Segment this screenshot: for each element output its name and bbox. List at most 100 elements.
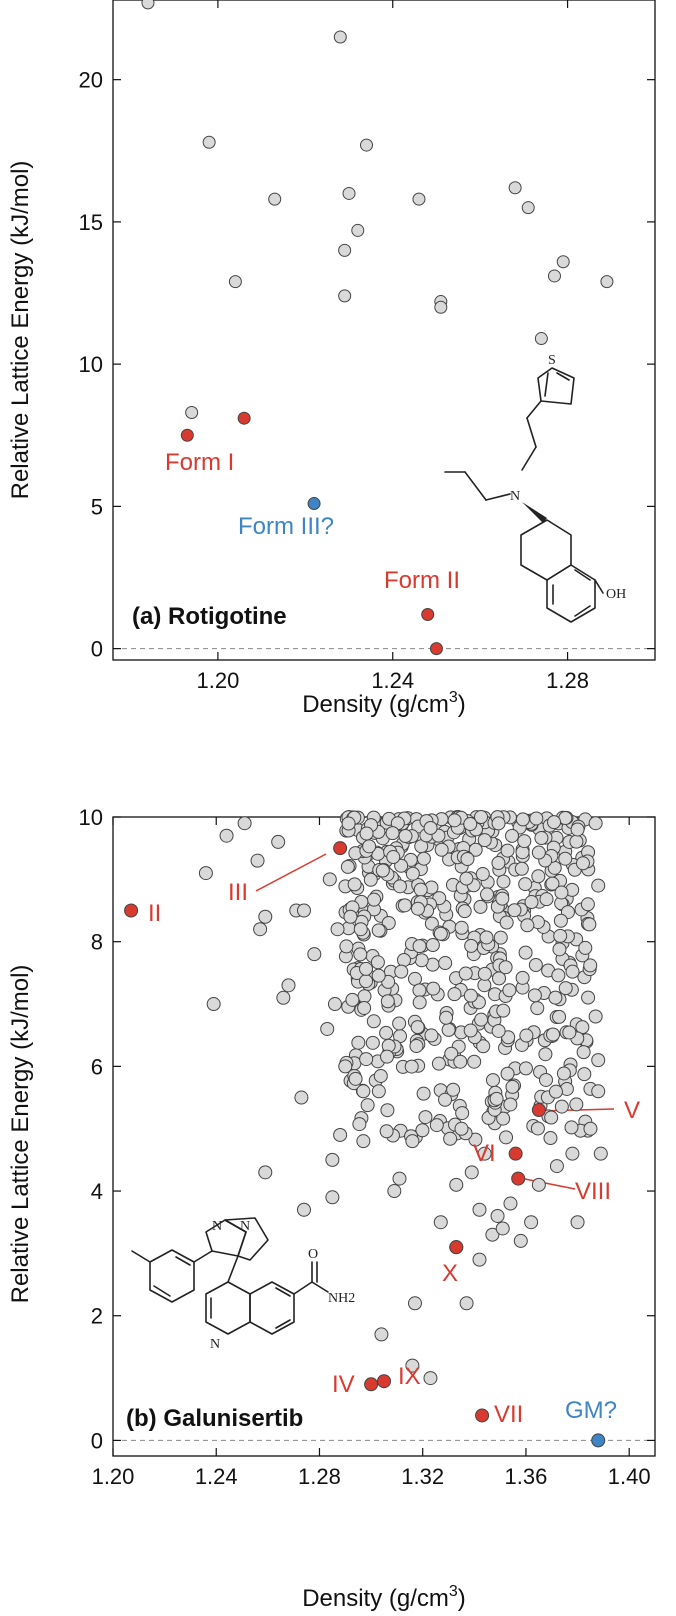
structure-point <box>339 939 354 954</box>
structure-point <box>472 1202 487 1217</box>
structure-point <box>237 816 252 831</box>
structure-point <box>472 1252 487 1267</box>
annotation-vii: VII <box>494 1401 523 1428</box>
y-tick-label: 2 <box>91 1304 103 1329</box>
annotation-iv: IV <box>332 1371 355 1398</box>
structure-point <box>524 895 539 910</box>
structure-point <box>575 856 590 871</box>
structure-point <box>551 968 566 983</box>
structure-point <box>490 1208 505 1223</box>
x-tick-label: 1.20 <box>196 668 239 693</box>
structure-point <box>530 1001 545 1016</box>
structure-point <box>495 1221 510 1236</box>
structure-point <box>357 989 372 1004</box>
bond <box>275 1319 291 1329</box>
structure-point <box>358 974 373 989</box>
annotation-form-i: Form I <box>165 449 234 476</box>
x-tick-label: 1.36 <box>505 1464 548 1489</box>
x-axis-title-close: ) <box>458 1585 466 1612</box>
structure-point <box>591 878 606 893</box>
structure-point <box>447 813 462 828</box>
bond <box>556 372 570 381</box>
structure-point <box>476 1039 491 1054</box>
structure-point <box>342 186 356 200</box>
structure-point <box>380 1049 395 1064</box>
annotation-v: V <box>624 1097 640 1124</box>
structure-point <box>333 1127 348 1142</box>
x-axis-title: Density (g/cm3) <box>302 1583 466 1612</box>
structure-point <box>386 850 401 865</box>
structure-point <box>546 1027 561 1042</box>
structure-point <box>577 1067 592 1082</box>
structure-point <box>556 255 570 269</box>
structure-point <box>565 964 580 979</box>
experimental-form-point <box>449 1240 464 1255</box>
x-tick-label: 1.24 <box>371 668 414 693</box>
structure-point <box>416 1086 431 1101</box>
structure-point <box>441 1022 456 1037</box>
y-tick-label: 4 <box>91 1179 103 1204</box>
structure-point <box>468 842 483 857</box>
structure-point <box>565 1146 580 1161</box>
structure-point <box>552 942 567 957</box>
structure-point <box>496 874 511 889</box>
structure-point <box>360 1098 375 1113</box>
structure-point <box>359 961 374 976</box>
experimental-form-point <box>508 1146 523 1161</box>
structure-point <box>458 966 473 981</box>
galunisertib-structure: N N N O NH2 <box>131 1217 355 1352</box>
structure-point <box>351 223 365 237</box>
amine-label: NH2 <box>328 1291 355 1306</box>
structure-point <box>338 289 352 303</box>
structure-point <box>459 871 474 886</box>
structure-point <box>206 997 221 1012</box>
structure-point <box>379 1124 394 1139</box>
structure-point <box>527 988 542 1003</box>
bond <box>311 1281 329 1293</box>
structure-point <box>591 1053 606 1068</box>
structure-point <box>524 1215 539 1230</box>
bond <box>544 372 549 397</box>
structure-point <box>379 1025 394 1040</box>
structure-point <box>569 834 584 849</box>
annotation-viii: VIII <box>575 1178 611 1205</box>
structure-point <box>493 930 508 945</box>
structure-point <box>518 945 533 960</box>
annotation-x: X <box>442 1260 458 1287</box>
bond <box>153 1285 171 1297</box>
structure-point <box>415 1123 430 1138</box>
bond <box>293 1281 313 1295</box>
structure-point <box>397 898 412 913</box>
y-tick-label: 0 <box>91 1428 103 1453</box>
structure-point <box>485 1073 500 1088</box>
pyridine-ring <box>149 1249 195 1303</box>
structure-point <box>271 834 286 849</box>
structure-point <box>477 1146 492 1161</box>
structure-point <box>498 960 513 975</box>
y-tick-label: 6 <box>91 1054 103 1079</box>
structure-point <box>357 1000 372 1015</box>
structure-point <box>517 834 532 849</box>
structure-point <box>583 958 598 973</box>
structure-point <box>228 275 242 289</box>
structure-point <box>534 831 549 846</box>
structure-point <box>396 952 411 967</box>
structure-point <box>356 1134 371 1149</box>
structure-point <box>558 851 573 866</box>
panel-rotigotine: 1.20 1.24 1.28 0 5 10 15 20 Relative Lattice En… <box>7 0 656 718</box>
sulfur-label: S <box>548 353 556 368</box>
axes: 1.20 1.24 1.28 1.32 1.36 1.40 0 2 4 6 8 10 <box>79 805 655 1489</box>
structure-point <box>373 1068 388 1083</box>
structure-point <box>253 922 268 937</box>
structure-point <box>425 938 440 953</box>
structure-point <box>268 192 282 206</box>
structure-point <box>438 956 453 971</box>
experimental-form-point <box>475 1408 490 1423</box>
experimental-form-point <box>531 1103 546 1118</box>
structure-point <box>434 300 448 314</box>
structure-point <box>455 1106 470 1121</box>
bond <box>521 446 537 471</box>
structure-point <box>424 1028 439 1043</box>
structure-point <box>362 839 377 854</box>
structure-point <box>392 879 407 894</box>
